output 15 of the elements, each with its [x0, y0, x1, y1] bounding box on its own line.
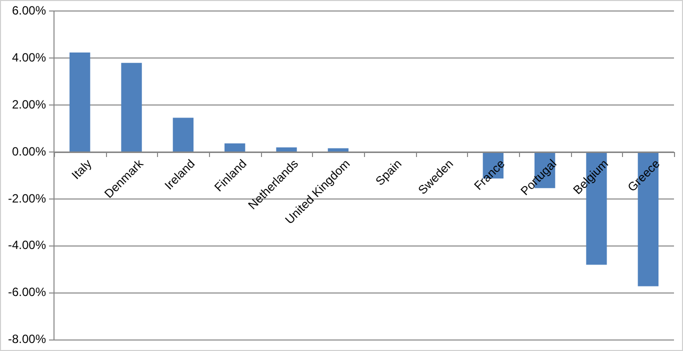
y-tick-label: -8.00%: [8, 332, 46, 346]
bar: [276, 147, 297, 152]
y-tick-label: 2.00%: [12, 97, 46, 112]
bar: [224, 143, 246, 152]
bar: [172, 118, 194, 152]
y-tick-label: 0.00%: [12, 144, 46, 158]
bar: [328, 148, 349, 152]
bar: [121, 62, 142, 152]
y-tick-label: -2.00%: [8, 191, 46, 206]
y-tick-label: 6.00%: [12, 4, 46, 18]
y-tick-label: -4.00%: [8, 238, 46, 252]
x-tick-label: Italy: [68, 156, 94, 182]
y-tick-label: -6.00%: [8, 285, 46, 300]
bar: [70, 52, 90, 152]
y-tick-label: 4.00%: [12, 50, 46, 64]
